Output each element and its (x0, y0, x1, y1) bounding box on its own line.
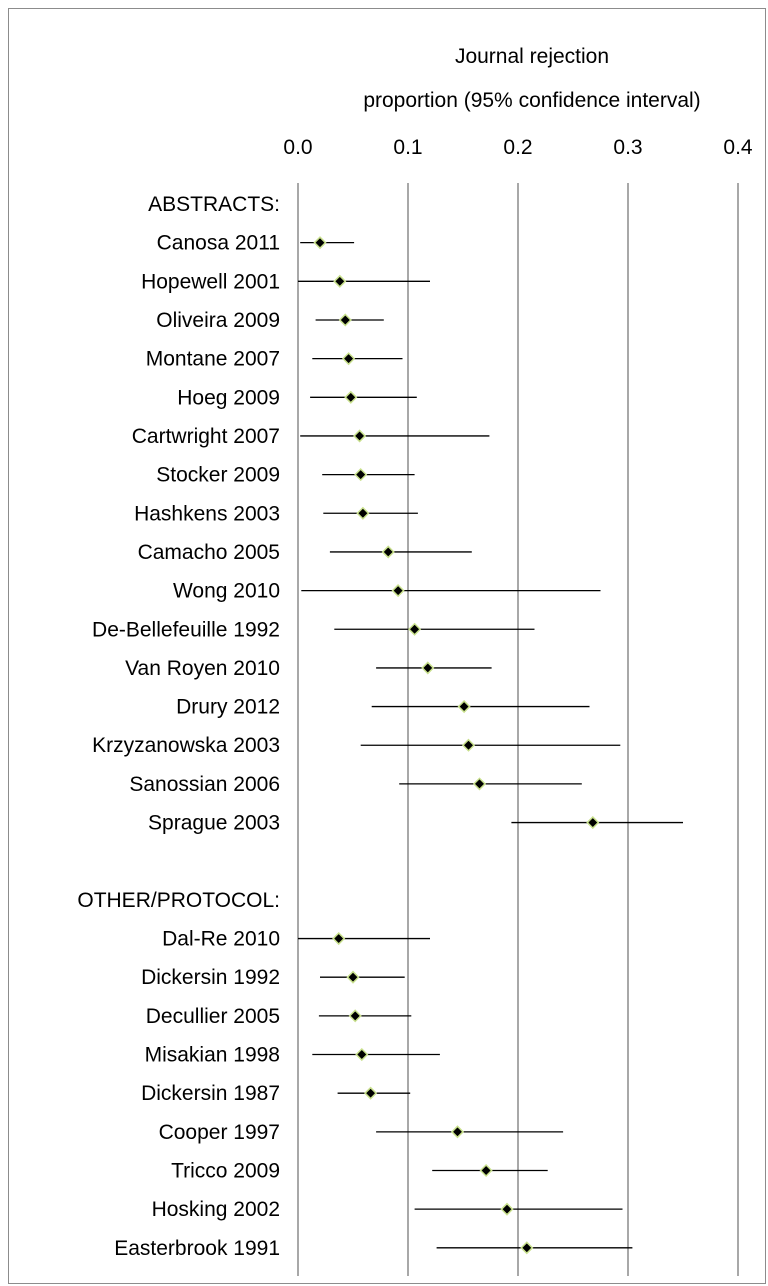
section-header: OTHER/PROTOCOL: (77, 889, 280, 912)
study-label: Hosking 2002 (152, 1198, 280, 1221)
study-label: Hoeg 2009 (177, 386, 280, 409)
point-estimate-marker (348, 1009, 362, 1023)
study-label: Dickersin 1987 (141, 1082, 280, 1105)
point-estimate-marker (479, 1163, 493, 1178)
study-label: Cartwright 2007 (132, 425, 280, 448)
x-tick-label: 0.1 (393, 136, 422, 159)
point-estimate-marker (381, 545, 395, 559)
point-estimate-marker (355, 1047, 369, 1062)
point-estimate-marker (344, 390, 358, 404)
chart-frame (8, 8, 766, 1284)
x-tick-labels: 0.0 0.1 0.2 0.3 0.4 (283, 136, 753, 159)
study-label: Decullier 2005 (146, 1005, 280, 1028)
point-estimate-marker (346, 970, 360, 984)
study-label: Canosa 2011 (157, 232, 280, 255)
chart-title-line-1: Journal rejection (455, 45, 609, 68)
study-label: Krzyzanowska 2003 (92, 734, 280, 757)
point-estimate-marker (391, 584, 405, 598)
confidence-intervals (298, 242, 683, 1249)
point-estimate-marker (342, 352, 356, 366)
study-label: Hashkens 2003 (134, 502, 280, 525)
point-estimate-marker (520, 1241, 534, 1255)
study-label: Oliveira 2009 (156, 309, 280, 332)
study-label: Easterbrook 1991 (114, 1237, 280, 1260)
point-estimate-marker (313, 236, 327, 250)
point-estimate-marker (354, 468, 368, 482)
study-label: Sprague 2003 (148, 812, 280, 835)
study-label: Stocker 2009 (156, 464, 280, 487)
study-label: Cooper 1997 (159, 1121, 280, 1144)
point-estimate-marker (338, 313, 352, 327)
study-label: Wong 2010 (173, 580, 280, 603)
point-estimate-marker (353, 429, 367, 443)
study-label: Tricco 2009 (171, 1160, 280, 1183)
study-label: Drury 2012 (176, 696, 280, 719)
study-label: Dickersin 1992 (141, 966, 280, 989)
study-label: Misakian 1998 (145, 1044, 280, 1067)
section-header: ABSTRACTS: (148, 193, 280, 216)
study-label: Camacho 2005 (138, 541, 280, 564)
row-labels: ABSTRACTS: Canosa 2011 Hopewell 2001 Olivei… (77, 193, 280, 1260)
point-estimate-marker (332, 931, 346, 946)
point-estimate-marker (408, 622, 422, 636)
x-tick-label: 0.2 (503, 136, 532, 159)
study-label: Van Royen 2010 (125, 657, 280, 680)
study-label: Sanossian 2006 (129, 773, 280, 796)
study-label: Dal-Re 2010 (162, 928, 280, 951)
point-estimate-marker (457, 700, 471, 714)
x-tick-label: 0.4 (723, 136, 753, 159)
study-label: De-Bellefeuille 1992 (92, 618, 280, 641)
chart-title-line-2: proportion (95% confidence interval) (363, 89, 700, 112)
point-estimate-marker (333, 274, 347, 288)
point-estimate-marker (586, 815, 600, 830)
point-estimate-marker (364, 1086, 378, 1100)
study-label: Montane 2007 (146, 348, 280, 371)
point-estimate-marker (500, 1202, 514, 1216)
point-estimates (313, 236, 600, 1255)
grid-lines (297, 183, 739, 1276)
x-tick-label: 0.0 (283, 136, 312, 159)
point-estimate-marker (450, 1125, 465, 1139)
point-estimate-marker (472, 777, 487, 791)
point-estimate-marker (356, 506, 370, 520)
point-estimate-marker (461, 738, 476, 752)
x-tick-label: 0.3 (613, 136, 642, 159)
point-estimate-marker (421, 661, 435, 675)
study-label: Hopewell 2001 (141, 270, 280, 293)
